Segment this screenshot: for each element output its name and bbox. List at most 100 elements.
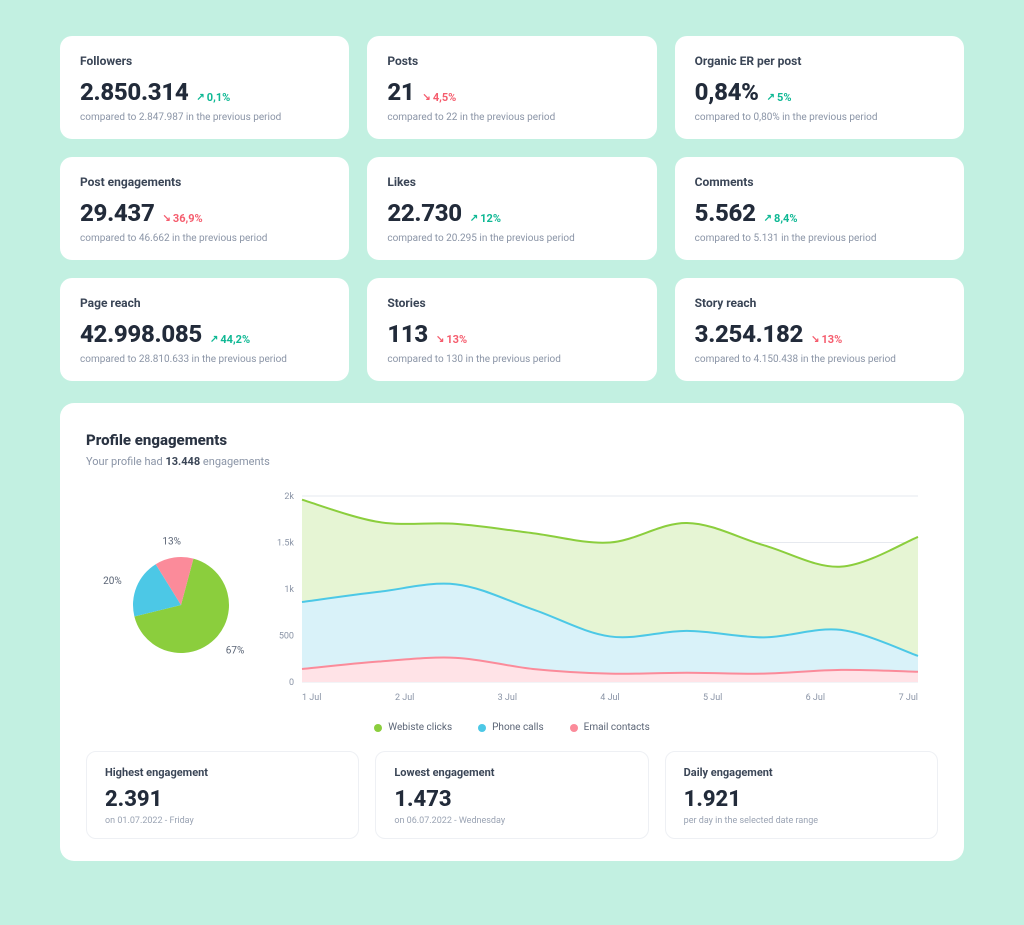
charts-row: 67% 20% 13% 0 500 1k 1.5k 2k 1 Jul 2 Jul 3 Jul 4 J… <box>86 488 938 712</box>
metrics-grid: Followers 2.850.314 ↗ 0,1% compared to 2… <box>60 36 964 381</box>
metric-delta: ↗ 8,4% <box>764 212 798 225</box>
metric-compare: compared to 22 in the previous period <box>387 112 636 123</box>
summary-card: Lowest engagement 1.473 on 06.07.2022 - … <box>375 751 648 839</box>
metric-card: Story reach 3.254.182 ↘ 13% compared to … <box>675 278 964 381</box>
metric-title: Comments <box>695 175 944 189</box>
metric-compare: compared to 46.662 in the previous perio… <box>80 233 329 244</box>
summary-sub: per day in the selected date range <box>684 816 919 826</box>
area-chart: 0 500 1k 1.5k 2k 1 Jul 2 Jul 3 Jul 4 Jul 5 Jul 6 J… <box>268 488 938 712</box>
metric-card: Stories 113 ↘ 13% compared to 130 in the… <box>367 278 656 381</box>
legend-label: Webiste clicks <box>388 722 452 733</box>
summary-card: Highest engagement 2.391 on 01.07.2022 -… <box>86 751 359 839</box>
metric-value: 42.998.085 <box>80 320 202 348</box>
metric-title: Likes <box>387 175 636 189</box>
metric-compare: compared to 0,80% in the previous period <box>695 112 944 123</box>
subtitle-suffix: engagements <box>200 455 270 468</box>
arrow-up-icon: ↗ <box>767 92 775 103</box>
svg-text:7 Jul: 7 Jul <box>899 693 918 703</box>
panel-subtitle: Your profile had 13.448 engagements <box>86 455 938 468</box>
arrow-down-icon: ↘ <box>163 213 171 224</box>
metric-value: 3.254.182 <box>695 320 803 348</box>
metric-card: Comments 5.562 ↗ 8,4% compared to 5.131 … <box>675 157 964 260</box>
legend-label: Email contacts <box>584 722 650 733</box>
metric-title: Posts <box>387 54 636 68</box>
metric-value: 5.562 <box>695 199 756 227</box>
svg-text:1k: 1k <box>284 585 294 595</box>
summary-value: 1.921 <box>684 787 919 812</box>
metric-compare: compared to 2.847.987 in the previous pe… <box>80 112 329 123</box>
metric-title: Followers <box>80 54 329 68</box>
metric-compare: compared to 4.150.438 in the previous pe… <box>695 354 944 365</box>
metric-title: Page reach <box>80 296 329 310</box>
summary-title: Highest engagement <box>105 766 340 779</box>
arrow-down-icon: ↘ <box>422 92 430 103</box>
metric-value: 0,84% <box>695 78 759 106</box>
metric-value: 22.730 <box>387 199 462 227</box>
legend-dot-icon <box>374 724 382 732</box>
arrow-down-icon: ↘ <box>436 334 444 345</box>
panel-title: Profile engagements <box>86 431 938 449</box>
metric-delta: ↗ 5% <box>767 91 792 104</box>
arrow-up-icon: ↗ <box>210 334 218 345</box>
svg-text:13%: 13% <box>162 537 181 548</box>
metric-value: 29.437 <box>80 199 155 227</box>
metric-card: Page reach 42.998.085 ↗ 44,2% compared t… <box>60 278 349 381</box>
summary-value: 2.391 <box>105 787 340 812</box>
legend-item: Email contacts <box>570 722 650 733</box>
svg-text:1 Jul: 1 Jul <box>302 693 321 703</box>
chart-legend: Webiste clicks Phone calls Email contacts <box>86 722 938 733</box>
svg-text:2k: 2k <box>284 492 294 502</box>
svg-text:20%: 20% <box>103 576 122 587</box>
legend-dot-icon <box>570 724 578 732</box>
svg-text:5 Jul: 5 Jul <box>703 693 722 703</box>
svg-text:67%: 67% <box>226 646 245 657</box>
summary-card: Daily engagement 1.921 per day in the se… <box>665 751 938 839</box>
metric-card: Likes 22.730 ↗ 12% compared to 20.295 in… <box>367 157 656 260</box>
arrow-up-icon: ↗ <box>196 92 204 103</box>
metric-title: Stories <box>387 296 636 310</box>
svg-text:6 Jul: 6 Jul <box>806 693 825 703</box>
summary-value: 1.473 <box>394 787 629 812</box>
metric-delta: ↘ 36,9% <box>163 212 203 225</box>
metric-title: Post engagements <box>80 175 329 189</box>
metric-compare: compared to 5.131 in the previous period <box>695 233 944 244</box>
metric-value: 113 <box>387 320 428 348</box>
svg-text:1.5k: 1.5k <box>277 539 294 549</box>
arrow-up-icon: ↗ <box>764 213 772 224</box>
metric-title: Organic ER per post <box>695 54 944 68</box>
arrow-up-icon: ↗ <box>470 213 478 224</box>
metric-card: Post engagements 29.437 ↘ 36,9% compared… <box>60 157 349 260</box>
legend-item: Webiste clicks <box>374 722 452 733</box>
subtitle-prefix: Your profile had <box>86 455 165 468</box>
metric-title: Story reach <box>695 296 944 310</box>
metric-compare: compared to 130 in the previous period <box>387 354 636 365</box>
metric-card: Posts 21 ↘ 4,5% compared to 22 in the pr… <box>367 36 656 139</box>
legend-label: Phone calls <box>492 722 544 733</box>
metric-delta: ↘ 4,5% <box>422 91 456 104</box>
svg-text:500: 500 <box>279 632 294 642</box>
metric-delta: ↘ 13% <box>436 333 467 346</box>
legend-item: Phone calls <box>478 722 544 733</box>
summary-sub: on 06.07.2022 - Wednesday <box>394 816 629 826</box>
svg-text:3 Jul: 3 Jul <box>498 693 517 703</box>
metric-value: 21 <box>387 78 414 106</box>
svg-text:2 Jul: 2 Jul <box>395 693 414 703</box>
svg-text:0: 0 <box>289 678 294 688</box>
metric-delta: ↘ 13% <box>811 333 842 346</box>
metric-value: 2.850.314 <box>80 78 188 106</box>
metric-delta: ↗ 0,1% <box>196 91 230 104</box>
summary-row: Highest engagement 2.391 on 01.07.2022 -… <box>86 751 938 839</box>
legend-dot-icon <box>478 724 486 732</box>
svg-text:4 Jul: 4 Jul <box>600 693 619 703</box>
metric-delta: ↗ 44,2% <box>210 333 250 346</box>
metric-compare: compared to 28.810.633 in the previous p… <box>80 354 329 365</box>
arrow-down-icon: ↘ <box>811 334 819 345</box>
pie-chart: 67% 20% 13% <box>86 520 256 680</box>
metric-card: Organic ER per post 0,84% ↗ 5% compared … <box>675 36 964 139</box>
summary-title: Daily engagement <box>684 766 919 779</box>
metric-compare: compared to 20.295 in the previous perio… <box>387 233 636 244</box>
subtitle-value: 13.448 <box>165 455 200 468</box>
summary-title: Lowest engagement <box>394 766 629 779</box>
metric-delta: ↗ 12% <box>470 212 501 225</box>
summary-sub: on 01.07.2022 - Friday <box>105 816 340 826</box>
